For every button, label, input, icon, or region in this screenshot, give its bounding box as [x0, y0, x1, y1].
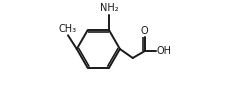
Text: O: O [140, 26, 148, 36]
Text: OH: OH [156, 46, 171, 56]
Text: CH₃: CH₃ [58, 24, 76, 34]
Text: NH₂: NH₂ [99, 3, 118, 13]
